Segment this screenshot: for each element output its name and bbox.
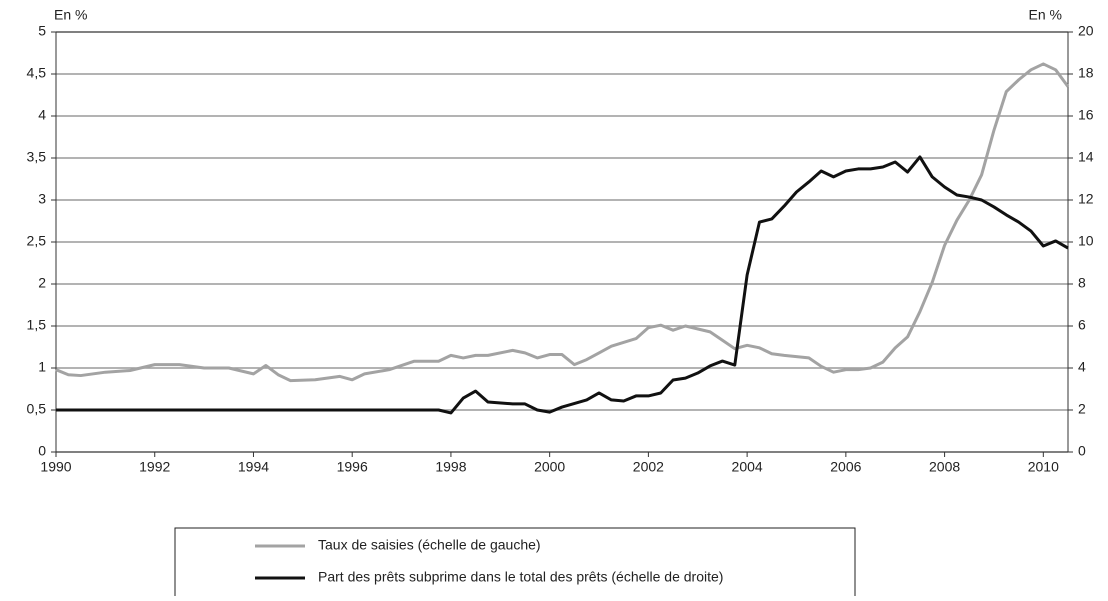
legend-label: Taux de saisies (échelle de gauche) [318, 537, 541, 553]
y-tick-label: 2,5 [27, 233, 47, 249]
x-tick-label: 2000 [534, 459, 565, 475]
y-tick-label: 3 [38, 191, 46, 207]
x-tick-label: 1994 [238, 459, 269, 475]
x-tick-label: 1996 [337, 459, 368, 475]
x-tick-label: 2010 [1028, 459, 1059, 475]
y2-tick-label: 6 [1078, 317, 1086, 333]
x-tick-label: 2006 [830, 459, 861, 475]
y-tick-label: 5 [38, 23, 46, 39]
y-tick-label: 2 [38, 275, 46, 291]
x-tick-label: 2002 [633, 459, 664, 475]
y2-tick-label: 0 [1078, 443, 1086, 459]
x-tick-label: 1990 [40, 459, 71, 475]
y-tick-label: 1 [38, 359, 46, 375]
x-tick-label: 2008 [929, 459, 960, 475]
y2-tick-label: 4 [1078, 359, 1086, 375]
x-tick-label: 1998 [435, 459, 466, 475]
y-axis-label: En % [54, 7, 87, 23]
y2-tick-label: 2 [1078, 401, 1086, 417]
y2-tick-label: 10 [1078, 233, 1094, 249]
y2-tick-label: 18 [1078, 65, 1094, 81]
y2-tick-label: 8 [1078, 275, 1086, 291]
plot-frame [55, 31, 1069, 453]
y2-tick-label: 14 [1078, 149, 1094, 165]
x-tick-label: 2004 [732, 459, 763, 475]
series-line [55, 62, 1070, 383]
x-tick-label: 1992 [139, 459, 170, 475]
y2-axis-label: En % [1029, 7, 1062, 23]
y-tick-label: 0 [38, 443, 46, 459]
y-tick-label: 1,5 [27, 317, 47, 333]
y2-tick-label: 20 [1078, 23, 1094, 39]
y-tick-label: 3,5 [27, 149, 47, 165]
y-tick-label: 4,5 [27, 65, 47, 81]
y2-tick-label: 12 [1078, 191, 1094, 207]
y2-tick-label: 16 [1078, 107, 1094, 123]
y-tick-label: 4 [38, 107, 46, 123]
legend-label: Part des prêts subprime dans le total de… [318, 569, 723, 585]
y-tick-label: 0,5 [27, 401, 47, 417]
series-line [56, 155, 1069, 415]
